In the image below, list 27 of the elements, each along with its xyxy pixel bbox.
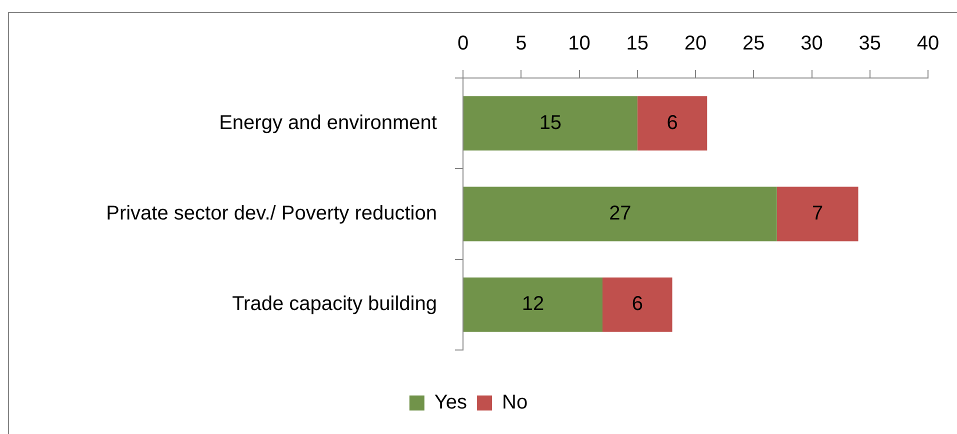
bar xyxy=(637,96,708,151)
y-tick-label: Energy and environment xyxy=(219,112,438,134)
x-tick-label: 35 xyxy=(858,32,881,55)
data-label: 7 xyxy=(812,202,824,225)
data-label: 6 xyxy=(666,112,678,134)
data-label: 27 xyxy=(609,202,632,225)
legend-label: Yes xyxy=(434,392,468,414)
x-tick-label: 20 xyxy=(684,32,707,55)
data-label: 15 xyxy=(539,112,562,134)
x-tick-label: 5 xyxy=(516,32,527,55)
x-tick-label: 40 xyxy=(916,32,940,55)
x-tick-label: 15 xyxy=(626,32,648,55)
bar xyxy=(602,277,672,332)
legend-label: No xyxy=(502,392,528,414)
y-tick-label: Trade capacity building xyxy=(232,293,437,316)
chart-frame: Yes No 0 5 10 15 20 25 30 35 40 Energy and environment Private sector dev./ Poverty reduction Trade capacity building 15 27 12 6 7 6 xyxy=(8,12,957,434)
bar xyxy=(464,96,638,151)
x-tick-label: 10 xyxy=(568,32,590,55)
bar xyxy=(464,277,602,332)
data-label: 12 xyxy=(522,293,544,316)
y-tick-label: Private sector dev./ Poverty reduction xyxy=(106,202,437,225)
bar xyxy=(776,186,858,242)
x-tick-label: 25 xyxy=(742,32,765,55)
data-label: 6 xyxy=(632,293,643,316)
x-tick-label: 0 xyxy=(457,32,469,55)
bar xyxy=(464,186,777,242)
x-tick-label: 30 xyxy=(800,32,823,55)
